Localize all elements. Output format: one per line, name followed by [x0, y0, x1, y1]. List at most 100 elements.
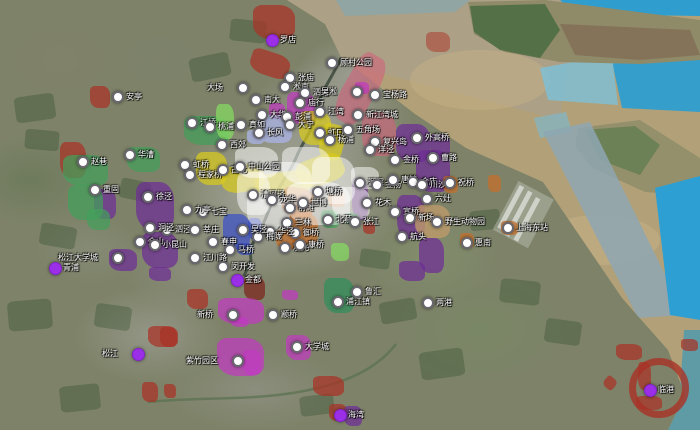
white-marker-icon[interactable] — [77, 156, 89, 168]
purple-marker-icon[interactable] — [266, 34, 279, 47]
white-marker-icon[interactable] — [342, 124, 354, 136]
white-marker-icon[interactable] — [314, 127, 326, 139]
white-marker-icon[interactable] — [431, 216, 443, 228]
white-marker-icon[interactable] — [281, 217, 293, 229]
zone-magenta[interactable] — [243, 350, 261, 375]
zone-purple[interactable] — [399, 261, 425, 281]
white-marker-icon[interactable] — [354, 177, 366, 189]
white-marker-icon[interactable] — [371, 179, 383, 191]
white-marker-icon[interactable] — [284, 119, 296, 131]
white-marker-icon[interactable] — [297, 197, 309, 209]
purple-marker-icon[interactable] — [644, 384, 657, 397]
purple-marker-icon[interactable] — [49, 262, 62, 275]
white-marker-icon[interactable] — [389, 154, 401, 166]
zone-red[interactable] — [142, 382, 158, 402]
zone-magenta[interactable] — [231, 317, 248, 327]
zone-purple[interactable] — [136, 182, 174, 230]
zone-red[interactable] — [313, 376, 344, 396]
white-marker-icon[interactable] — [112, 91, 124, 103]
white-marker-icon[interactable] — [264, 226, 276, 238]
zone-purple[interactable] — [149, 267, 171, 281]
purple-marker-icon[interactable] — [231, 274, 244, 287]
zone-red[interactable] — [363, 222, 375, 234]
white-marker-icon[interactable] — [124, 149, 136, 161]
white-marker-icon[interactable] — [217, 261, 229, 273]
white-marker-icon[interactable] — [322, 214, 334, 226]
white-marker-icon[interactable] — [387, 174, 399, 186]
white-marker-icon[interactable] — [369, 89, 381, 101]
white-marker-icon[interactable] — [351, 286, 363, 298]
zone-red[interactable] — [90, 86, 110, 108]
white-marker-icon[interactable] — [235, 119, 247, 131]
ring-road-zone[interactable] — [629, 358, 689, 418]
zone-purple[interactable] — [142, 232, 178, 268]
white-marker-icon[interactable] — [411, 132, 423, 144]
white-marker-icon[interactable] — [250, 94, 262, 106]
zone-red[interactable] — [426, 32, 450, 52]
white-marker-icon[interactable] — [204, 121, 216, 133]
white-marker-icon[interactable] — [361, 197, 373, 209]
white-marker-icon[interactable] — [267, 309, 279, 321]
zone-ltgreen[interactable] — [216, 104, 234, 139]
zone-magenta[interactable] — [282, 290, 298, 300]
white-marker-icon[interactable] — [396, 231, 408, 243]
white-marker-icon[interactable] — [149, 239, 161, 251]
white-marker-icon[interactable] — [291, 341, 303, 353]
white-marker-icon[interactable] — [284, 202, 296, 214]
white-marker-icon[interactable] — [326, 57, 338, 69]
white-marker-icon[interactable] — [502, 222, 514, 234]
white-marker-icon[interactable] — [444, 177, 456, 189]
white-marker-icon[interactable] — [299, 87, 311, 99]
zone-red[interactable] — [187, 289, 208, 309]
zone-orange[interactable] — [488, 175, 501, 192]
white-marker-icon[interactable] — [237, 82, 249, 94]
zone-purple[interactable] — [344, 406, 362, 426]
white-marker-icon[interactable] — [161, 224, 173, 236]
zone-red[interactable] — [253, 5, 295, 39]
white-marker-icon[interactable] — [289, 227, 301, 239]
white-marker-icon[interactable] — [279, 242, 291, 254]
white-marker-icon[interactable] — [349, 216, 361, 228]
purple-marker-icon[interactable] — [132, 348, 145, 361]
white-marker-icon[interactable] — [294, 97, 306, 109]
white-marker-icon[interactable] — [421, 193, 433, 205]
white-marker-icon[interactable] — [266, 194, 278, 206]
zone-red[interactable] — [164, 384, 176, 398]
white-marker-icon[interactable] — [253, 127, 265, 139]
white-marker-icon[interactable] — [294, 239, 306, 251]
white-marker-icon[interactable] — [189, 252, 201, 264]
white-marker-icon[interactable] — [461, 237, 473, 249]
white-marker-icon[interactable] — [324, 134, 336, 146]
zone-ltgreen[interactable] — [331, 243, 349, 261]
white-marker-icon[interactable] — [89, 184, 101, 196]
white-marker-icon[interactable] — [351, 86, 363, 98]
white-marker-icon[interactable] — [256, 109, 268, 121]
white-marker-icon[interactable] — [279, 81, 291, 93]
zone-blue[interactable] — [237, 243, 253, 255]
white-marker-icon[interactable] — [216, 139, 228, 151]
white-marker-icon[interactable] — [314, 106, 326, 118]
white-marker-icon[interactable] — [207, 236, 219, 248]
white-marker-icon[interactable] — [416, 179, 428, 191]
white-marker-icon[interactable] — [142, 191, 154, 203]
white-marker-icon[interactable] — [224, 244, 236, 256]
white-marker-icon[interactable] — [197, 206, 209, 218]
white-marker-icon[interactable] — [364, 144, 376, 156]
white-marker-icon[interactable] — [144, 222, 156, 234]
white-marker-icon[interactable] — [186, 117, 198, 129]
zone-red[interactable] — [616, 344, 642, 360]
white-marker-icon[interactable] — [184, 169, 196, 181]
white-marker-icon[interactable] — [352, 109, 364, 121]
white-marker-icon[interactable] — [404, 212, 416, 224]
white-marker-icon[interactable] — [237, 224, 249, 236]
white-marker-icon[interactable] — [189, 224, 201, 236]
zone-red[interactable] — [681, 339, 698, 351]
white-marker-icon[interactable] — [247, 189, 259, 201]
zone-purple[interactable] — [430, 134, 450, 156]
white-marker-icon[interactable] — [217, 164, 229, 176]
white-marker-icon[interactable] — [312, 186, 324, 198]
white-marker-icon[interactable] — [422, 297, 434, 309]
purple-marker-icon[interactable] — [334, 409, 347, 422]
white-marker-icon[interactable] — [332, 296, 344, 308]
